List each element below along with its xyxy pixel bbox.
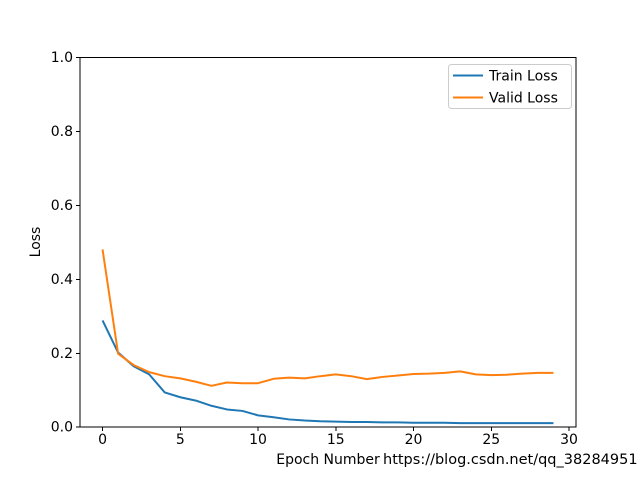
legend-label-valid-loss: Valid Loss — [489, 91, 558, 107]
y-tick-label: 0.4 — [51, 272, 73, 288]
x-tick-label: 30 — [560, 432, 578, 448]
legend: Train Loss Valid Loss — [448, 64, 572, 109]
watermark-url: https://blog.csdn.net/qq_38284951 — [383, 452, 638, 468]
plot-border — [79, 57, 577, 428]
train-loss-line — [101, 319, 554, 425]
x-axis-ticks: 0 5 10 15 20 25 30 — [98, 427, 578, 448]
x-tick-label: 0 — [98, 432, 107, 448]
x-tick-label: 15 — [327, 432, 345, 448]
y-tick-label: 1.0 — [51, 50, 73, 66]
y-tick-label: 0.6 — [51, 198, 73, 214]
y-axis-label: Loss — [28, 227, 44, 258]
x-tick-label: 20 — [405, 432, 423, 448]
x-tick-label: 5 — [176, 432, 185, 448]
y-axis-ticks: 0.0 0.2 0.4 0.6 0.8 1.0 — [51, 50, 80, 436]
legend-label-train-loss: Train Loss — [488, 69, 558, 85]
x-axis-label: Epoch Number — [276, 452, 380, 468]
y-tick-label: 0.8 — [51, 124, 73, 140]
x-tick-label: 25 — [482, 432, 500, 448]
valid-loss-line — [101, 249, 554, 387]
y-tick-label: 0.0 — [51, 420, 73, 436]
y-tick-label: 0.2 — [51, 346, 73, 362]
x-tick-label: 10 — [249, 432, 267, 448]
